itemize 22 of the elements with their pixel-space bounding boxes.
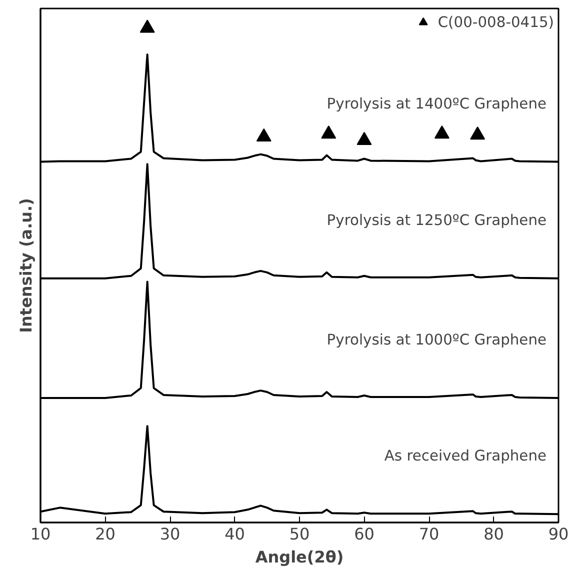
annotation: Pyrolysis at 1250ºC Graphene — [326, 212, 547, 229]
y-axis-title: Intensity (a.u.) — [16, 198, 36, 333]
point — [434, 125, 450, 139]
x-tick-label: 90 — [548, 524, 569, 544]
x-tick-label: 20 — [95, 524, 116, 544]
annotation: Pyrolysis at 1400ºC Graphene — [326, 95, 547, 112]
annotation: Pyrolysis at 1000ºC Graphene — [326, 332, 547, 349]
annotation: As received Graphene — [384, 448, 547, 465]
point — [321, 125, 336, 139]
x-tick-label: 70 — [418, 524, 440, 544]
x-tick-label: 10 — [30, 524, 51, 544]
point — [470, 126, 486, 140]
x-tick-label: 40 — [224, 524, 245, 544]
x-tick-label: 80 — [484, 524, 504, 544]
x-tick-label: 60 — [354, 524, 374, 544]
point — [140, 20, 155, 33]
x-tick-label: 50 — [289, 524, 310, 544]
legend-label: C(00-008-0415) — [438, 14, 554, 30]
x-axis-title: Angle(2θ) — [255, 548, 344, 566]
point — [256, 128, 272, 142]
x-tick-label: 30 — [160, 524, 180, 544]
point — [356, 132, 372, 145]
